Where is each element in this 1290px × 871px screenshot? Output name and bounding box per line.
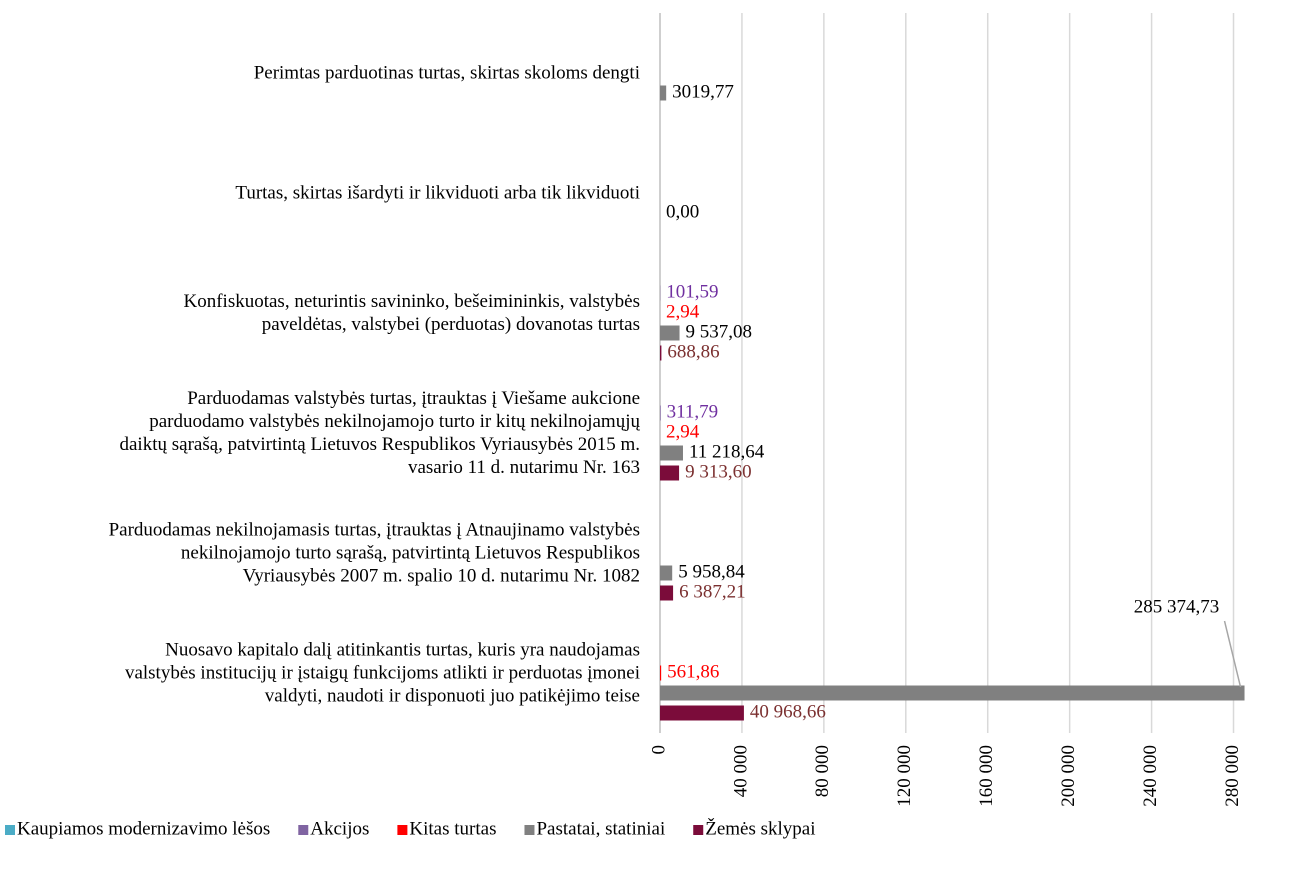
x-tick-label: 120 000	[894, 745, 915, 807]
data-label: 285 374,73	[1134, 596, 1220, 617]
category-label: Parduodamas nekilnojamasis turtas, įtrau…	[108, 519, 640, 587]
category-label: Parduodamas valstybės turtas, įtrauktas …	[119, 388, 641, 478]
legend-swatch	[5, 825, 15, 835]
bar	[660, 705, 744, 721]
legend-swatch	[524, 825, 535, 835]
x-tick-label: 280 000	[1222, 745, 1243, 807]
bar	[660, 585, 674, 601]
bar	[660, 465, 680, 481]
data-label: 40 968,66	[750, 701, 826, 722]
bar	[660, 405, 661, 421]
bar	[660, 665, 662, 681]
x-tick-label: 80 000	[812, 745, 833, 797]
bar	[660, 565, 673, 581]
bar	[660, 325, 680, 341]
legend-swatch	[397, 825, 408, 835]
legend-label: Kitas turtas	[409, 818, 496, 839]
data-label: 3019,77	[672, 81, 734, 102]
data-label: 9 537,08	[686, 321, 753, 342]
data-label: 0,00	[666, 201, 699, 222]
legend-label: Pastatai, statiniai	[536, 818, 665, 839]
data-label: 5 958,84	[678, 561, 745, 582]
data-label: 11 218,64	[689, 441, 765, 462]
bar	[660, 85, 667, 101]
legend-label: Žemės sklypai	[705, 817, 815, 839]
x-tick-label: 40 000	[730, 745, 751, 797]
x-tick-label: 240 000	[1140, 745, 1161, 807]
data-label: 2,94	[666, 301, 700, 322]
category-label: Nuosavo kapitalo dalį atitinkantis turta…	[124, 639, 640, 707]
legend-swatch	[693, 825, 704, 835]
x-tick-label: 160 000	[976, 745, 997, 807]
bar	[660, 685, 1245, 701]
data-label: 561,86	[667, 661, 719, 682]
x-tick-label: 0	[648, 745, 669, 755]
data-label: 688,86	[667, 341, 719, 362]
data-label: 2,94	[666, 421, 700, 442]
bar	[660, 445, 683, 461]
category-label: Turtas, skirtas išardyti ir likviduoti a…	[235, 182, 640, 204]
category-label: Perimtas parduotinas turtas, skirtas sko…	[253, 62, 640, 84]
data-label: 101,59	[666, 281, 718, 302]
category-label: Konfiskuotas, neturintis savininko, beše…	[183, 291, 641, 335]
legend-swatch	[298, 825, 309, 835]
legend-label: Kaupiamos modernizavimo lėšos	[17, 818, 270, 839]
legend-label: Akcijos	[310, 818, 369, 839]
x-tick-label: 200 000	[1058, 745, 1079, 807]
data-label: 9 313,60	[685, 461, 752, 482]
leader-line	[1223, 620, 1242, 688]
bar	[660, 345, 662, 361]
data-label: 311,79	[667, 401, 719, 422]
data-label: 6 387,21	[679, 581, 746, 602]
